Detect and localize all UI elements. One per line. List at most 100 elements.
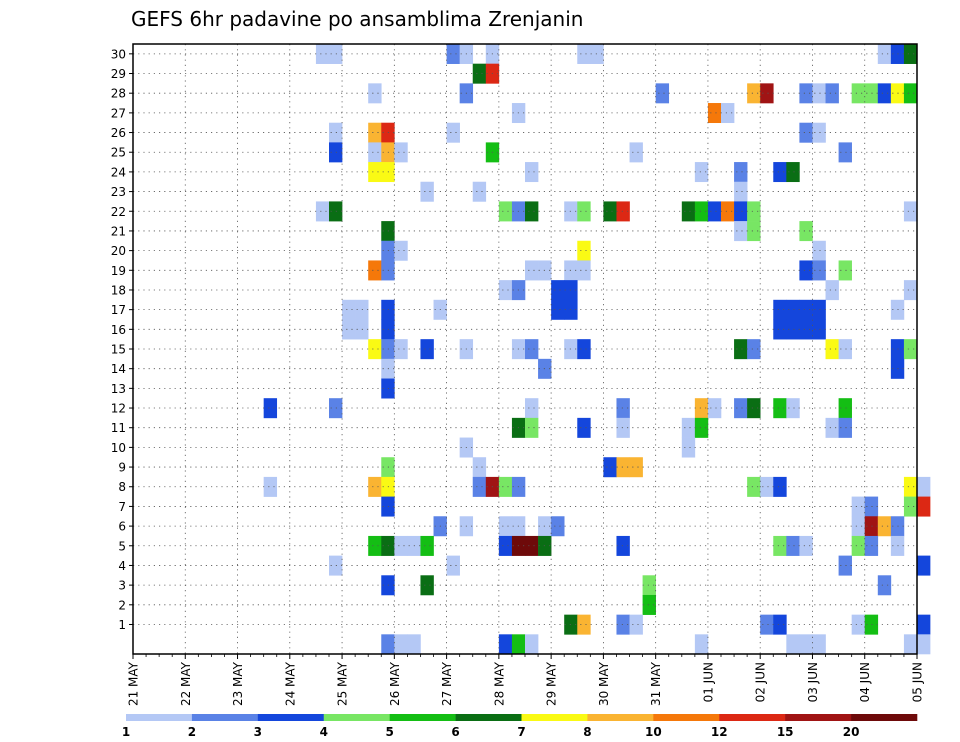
- heatmap-cell: [551, 280, 565, 301]
- heatmap-cell: [838, 339, 852, 360]
- heatmap-cell: [394, 240, 408, 261]
- heatmap-cell: [394, 535, 408, 556]
- colorbar-swatch: [587, 714, 654, 721]
- heatmap-cell: [577, 240, 591, 261]
- heatmap-cell: [498, 201, 513, 222]
- heatmap-cell: [525, 162, 539, 183]
- y-tick-label: 30: [111, 47, 126, 61]
- heatmap-cell: [694, 634, 709, 655]
- y-tick-label: 26: [111, 126, 126, 140]
- heatmap-cell: [498, 634, 513, 655]
- heatmap-cell: [551, 516, 565, 537]
- heatmap-cell: [903, 476, 918, 497]
- heatmap-cell: [773, 476, 787, 497]
- heatmap-cell: [694, 417, 709, 438]
- heatmap-cell: [747, 398, 761, 419]
- y-tick-label: 17: [111, 303, 126, 317]
- colorbar-swatch: [191, 714, 259, 721]
- heatmap-cell: [342, 299, 356, 320]
- heatmap-cell: [799, 83, 813, 104]
- colorbar-label: 2: [188, 725, 196, 739]
- colorbar-swatch: [653, 714, 720, 721]
- heatmap-cell: [851, 83, 866, 104]
- heatmap-cell: [838, 398, 852, 419]
- heatmap-cell: [551, 299, 565, 320]
- heatmap-cell: [498, 280, 513, 301]
- heatmap-cell: [799, 634, 813, 655]
- heatmap-cell: [446, 122, 460, 143]
- heatmap-cells: [263, 44, 931, 655]
- heatmap-cell: [472, 457, 487, 478]
- heatmap-cell: [786, 398, 800, 419]
- y-tick-label: 7: [118, 500, 126, 514]
- heatmap-cell: [773, 535, 787, 556]
- y-tick-label: 6: [118, 520, 126, 534]
- y-tick-label: 22: [111, 205, 126, 219]
- heatmap-cell: [577, 201, 591, 222]
- heatmap-cell: [903, 634, 918, 655]
- chart-title: GEFS 6hr padavine po ansamblima Zrenjani…: [131, 7, 583, 31]
- heatmap-cell: [381, 634, 395, 655]
- heatmap-cell: [903, 44, 918, 64]
- x-tick-label: 30 MAY: [597, 661, 611, 706]
- heatmap-cell: [498, 535, 513, 556]
- heatmap-cell: [773, 398, 787, 419]
- heatmap-cell: [903, 83, 918, 104]
- y-tick-label: 14: [111, 362, 126, 376]
- heatmap-cell: [368, 142, 382, 163]
- y-tick-label: 24: [111, 165, 126, 179]
- heatmap-cell: [642, 575, 656, 596]
- heatmap-cell: [812, 299, 826, 320]
- heatmap-cell: [825, 339, 839, 360]
- x-tick-label: 22 MAY: [179, 661, 193, 706]
- heatmap-cell: [642, 594, 656, 615]
- heatmap-cell: [525, 634, 539, 655]
- y-axis-ticks: 1234567891011121314151617181920212223242…: [111, 47, 133, 632]
- heatmap-cell: [747, 83, 761, 104]
- colorbar: 1 2 3 4 5 6 7 8 10 12 15 20: [122, 714, 918, 739]
- heatmap-cell: [420, 181, 434, 202]
- heatmap-cell: [917, 634, 931, 655]
- colorbar-label: 6: [451, 725, 459, 739]
- y-tick-label: 8: [118, 480, 126, 494]
- colorbar-label: 8: [583, 725, 591, 739]
- heatmap-cell: [315, 201, 330, 222]
- heatmap-cell: [590, 44, 604, 64]
- heatmap-cell: [734, 162, 748, 183]
- heatmap-cell: [812, 260, 826, 281]
- colorbar-swatch: [257, 714, 325, 721]
- heatmap-cell: [799, 122, 813, 143]
- x-tick-label: 01 JUN: [701, 662, 715, 702]
- heatmap-cell: [329, 44, 343, 64]
- heatmap-cell: [472, 476, 487, 497]
- heatmap-cell: [420, 535, 434, 556]
- x-tick-label: 27 MAY: [440, 661, 454, 706]
- heatmap-cell: [342, 319, 356, 340]
- heatmap-cell: [329, 555, 343, 576]
- y-tick-label: 25: [111, 146, 126, 160]
- heatmap-cell: [525, 201, 539, 222]
- heatmap-cell: [917, 476, 931, 497]
- heatmap-cell: [694, 162, 709, 183]
- heatmap-cell: [707, 398, 722, 419]
- heatmap-cell: [368, 476, 382, 497]
- heatmap-cell: [498, 516, 513, 537]
- x-tick-label: 03 JUN: [806, 662, 820, 702]
- heatmap-cell: [368, 83, 382, 104]
- x-tick-label: 28 MAY: [492, 661, 506, 706]
- heatmap-cell: [812, 634, 826, 655]
- y-tick-label: 28: [111, 87, 126, 101]
- heatmap-cell: [877, 575, 892, 596]
- y-tick-label: 2: [118, 598, 126, 612]
- heatmap-cell: [721, 103, 735, 124]
- heatmap-cell: [760, 476, 774, 497]
- heatmap-cell: [812, 240, 826, 261]
- colorbar-label: 10: [645, 725, 662, 739]
- heatmap-cell: [799, 221, 813, 242]
- heatmap-cell: [734, 221, 748, 242]
- heatmap-cell: [525, 260, 539, 281]
- heatmap-cell: [707, 201, 722, 222]
- y-tick-label: 27: [111, 106, 126, 120]
- heatmap-cell: [446, 44, 460, 64]
